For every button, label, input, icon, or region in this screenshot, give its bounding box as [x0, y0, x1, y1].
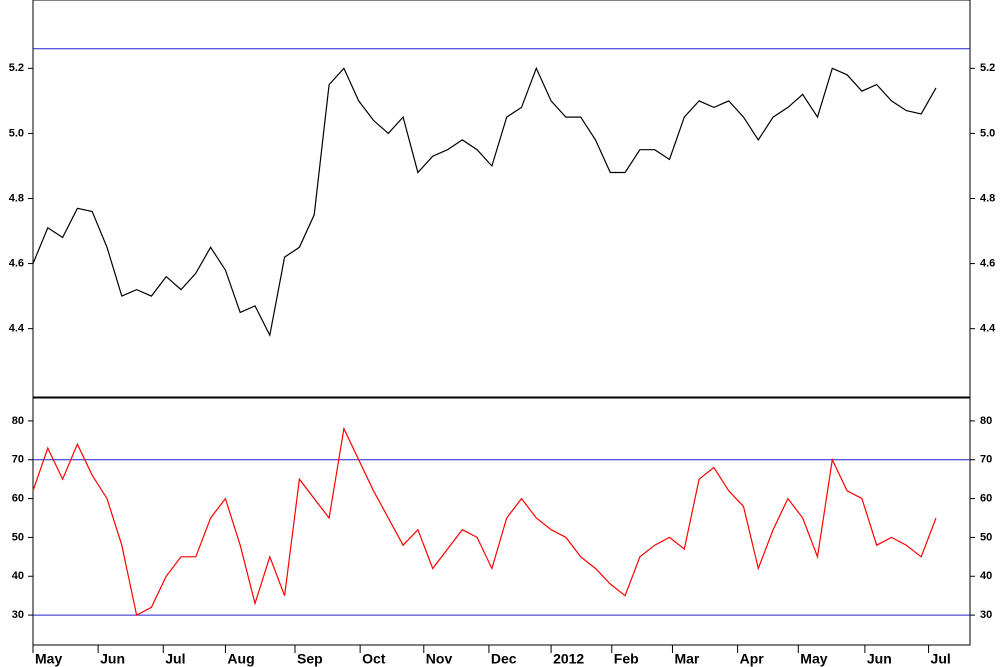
x-tick-label: Sep — [297, 651, 323, 667]
y-tick-label-right: 60 — [980, 492, 992, 504]
y-tick-label: 50 — [12, 531, 24, 543]
x-tick-label: Mar — [674, 651, 699, 667]
x-tick-label: May — [35, 651, 62, 667]
y-tick-label: 4.8 — [9, 192, 24, 204]
y-tick-label-right: 4.4 — [980, 323, 996, 335]
y-tick-label-right: 4.8 — [980, 192, 995, 204]
y-tick-label-right: 50 — [980, 531, 992, 543]
x-tick-label: Nov — [426, 651, 453, 667]
y-tick-label-right: 5.2 — [980, 62, 995, 74]
y-tick-label: 30 — [12, 609, 24, 621]
x-tick-label: Dec — [491, 651, 517, 667]
x-tick-label: Jul — [931, 651, 951, 667]
y-tick-label: 40 — [12, 570, 24, 582]
y-tick-label-right: 4.6 — [980, 257, 995, 269]
bottom-frame — [32, 397, 971, 646]
x-tick-label: 2012 — [553, 651, 584, 667]
series-line — [32, 426, 937, 617]
x-tick-label: Jul — [165, 651, 185, 667]
x-tick-label: Oct — [362, 651, 386, 667]
x-tick-label: Jun — [867, 651, 892, 667]
y-tick-label: 70 — [12, 454, 24, 466]
y-tick-label: 5.0 — [9, 127, 24, 139]
y-tick-label-right: 70 — [980, 454, 992, 466]
y-tick-label-right: 30 — [980, 609, 992, 621]
y-tick-label: 4.6 — [9, 257, 24, 269]
series-line — [32, 66, 937, 338]
y-tick-label-right: 40 — [980, 570, 992, 582]
y-tick-label: 4.4 — [9, 323, 25, 335]
y-tick-label: 60 — [12, 492, 24, 504]
y-tick-label-right: 80 — [980, 415, 992, 427]
x-tick-label: Feb — [614, 651, 639, 667]
y-tick-label-right: 5.0 — [980, 127, 995, 139]
y-tick-label: 80 — [12, 415, 24, 427]
x-tick-label: Apr — [740, 651, 765, 667]
x-tick-label: Jun — [100, 651, 125, 667]
top-frame — [32, 0, 971, 398]
y-tick-label: 5.2 — [9, 62, 24, 74]
x-tick-label: May — [800, 651, 827, 667]
x-tick-label: Aug — [227, 651, 254, 667]
